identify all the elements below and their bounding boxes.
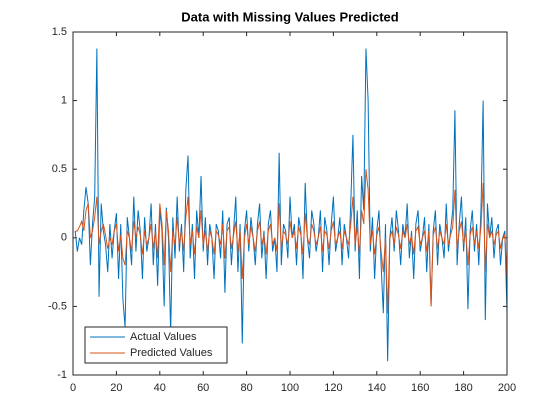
legend-label: Actual Values (130, 331, 197, 343)
x-tick-label: 20 (110, 382, 122, 394)
x-tick-label: 80 (240, 382, 252, 394)
x-tick-label: 60 (197, 382, 209, 394)
axes-box (72, 31, 508, 376)
legend-label: Predicted Values (130, 347, 213, 359)
x-tick-label: 40 (154, 382, 166, 394)
x-tick-label: 120 (324, 382, 342, 394)
data-line (74, 48, 508, 362)
y-tick-label: -1 (57, 369, 67, 381)
legend-box (84, 326, 228, 364)
x-tick-label: 0 (70, 382, 76, 394)
x-tick-label: 200 (498, 382, 516, 394)
x-tick-label: 180 (454, 382, 472, 394)
y-tick-label: 0 (61, 232, 67, 244)
x-tick-label: 100 (281, 382, 299, 394)
data-line (75, 169, 508, 314)
y-tick-label: 1.5 (52, 26, 67, 38)
chart-title: Data with Missing Values Predicted (181, 9, 399, 24)
x-tick-label: 140 (368, 382, 386, 394)
y-tick-label: 1 (61, 95, 67, 107)
y-tick-label: -0.5 (48, 300, 67, 312)
x-tick-label: 160 (411, 382, 429, 394)
y-tick-label: 0.5 (52, 163, 67, 175)
